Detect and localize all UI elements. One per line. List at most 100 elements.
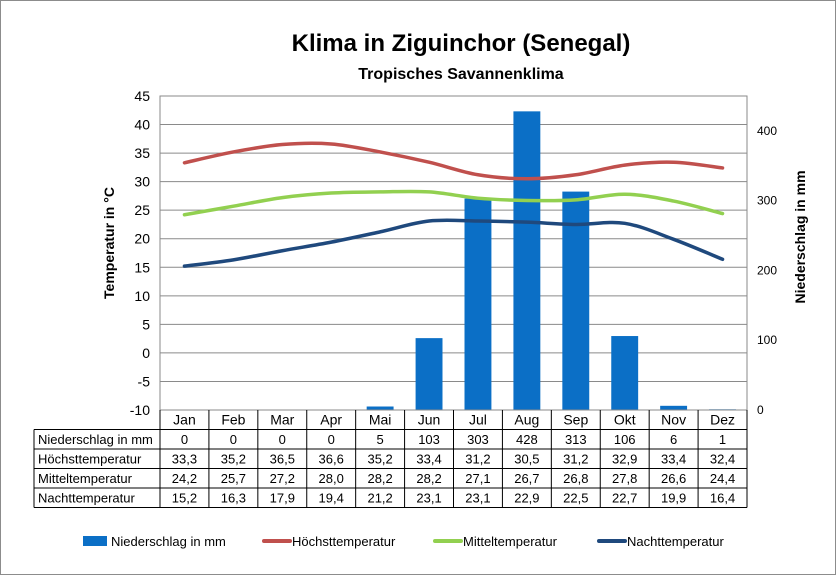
data-label: 26,8 (563, 471, 588, 486)
data-label: 24,2 (172, 471, 197, 486)
precipitation-bars (366, 111, 736, 411)
data-label: 27,1 (465, 471, 490, 486)
data-label: 22,7 (612, 491, 637, 506)
precipitation-bar (513, 111, 541, 411)
gridlines (160, 95, 747, 411)
data-label: 26,6 (661, 471, 686, 486)
x-tick-label: Okt (614, 412, 636, 428)
data-label: 28,2 (367, 471, 392, 486)
x-tick-label: Dez (710, 412, 735, 428)
data-table: Jan Feb Mar Apr Mai Jun Jul Aug Sep Okt Nov Dez Nied… (33, 410, 748, 508)
legend-entry: Nachttemperatur (627, 534, 724, 549)
data-label: 303 (467, 432, 489, 447)
x-tick-label: Jan (173, 412, 196, 428)
legend-entry: Höchsttemperatur (292, 534, 396, 549)
data-label: 15,2 (172, 491, 197, 506)
data-label: 6 (670, 432, 677, 447)
data-label: 103 (418, 432, 440, 447)
data-label: 428 (516, 432, 538, 447)
y-tick-label-right: 200 (757, 263, 777, 277)
plot-area-border (159, 95, 748, 411)
data-label: 28,0 (319, 471, 344, 486)
data-label: 23,1 (465, 491, 490, 506)
data-label: 5 (377, 432, 384, 447)
x-tick-label: Jun (418, 412, 441, 428)
table-row-label: Niederschlag in mm (38, 432, 153, 447)
data-label: 25,7 (221, 471, 246, 486)
y-tick-label-left: -10 (130, 402, 150, 418)
data-label: 33,4 (661, 452, 686, 467)
x-tick-label: Feb (221, 412, 245, 428)
precipitation-bar (611, 336, 639, 410)
precipitation-bar (660, 405, 688, 410)
data-label: 0 (328, 432, 335, 447)
data-label: 17,9 (270, 491, 295, 506)
x-tick-label: Mar (270, 412, 294, 428)
data-label: 27,8 (612, 471, 637, 486)
series-line (182, 141, 725, 181)
y-tick-label-left: 20 (134, 231, 150, 247)
data-label: 28,2 (416, 471, 441, 486)
data-label: 19,9 (661, 491, 686, 506)
y-tick-label-left: 0 (142, 345, 150, 361)
data-label: 23,1 (416, 491, 441, 506)
data-label: 0 (181, 432, 188, 447)
y-tick-label-left: 10 (134, 288, 150, 304)
data-label: 0 (230, 432, 237, 447)
y-tick-label-left: 40 (134, 117, 150, 133)
data-label: 35,2 (367, 452, 392, 467)
data-label: 22,9 (514, 491, 539, 506)
y-axis-left-label: Temperatur in °C (101, 187, 117, 299)
y-tick-label-left: -5 (138, 373, 151, 389)
data-label: 22,5 (563, 491, 588, 506)
data-label: 313 (565, 432, 587, 447)
precipitation-bar (366, 406, 394, 410)
data-label: 16,4 (710, 491, 735, 506)
legend-entry: Mitteltemperatur (463, 534, 558, 549)
axes: -10 -5 0 5 10 15 20 25 30 35 40 45 0 100 200 300 400 (130, 88, 778, 418)
x-tick-label: Sep (563, 412, 588, 428)
x-tick-label: Nov (661, 412, 686, 428)
precipitation-bar (464, 198, 492, 410)
data-label: 27,2 (270, 471, 295, 486)
x-tick-label: Mai (369, 412, 392, 428)
series-line (182, 218, 725, 268)
data-label: 1 (719, 432, 726, 447)
data-label: 26,7 (514, 471, 539, 486)
y-tick-label-right: 0 (757, 403, 764, 417)
x-tick-label: Aug (514, 412, 539, 428)
legend-swatch (83, 536, 107, 546)
legend-entry: Niederschlag in mm (111, 534, 226, 549)
data-label: 36,6 (319, 452, 344, 467)
data-label: 32,9 (612, 452, 637, 467)
y-tick-label-left: 5 (142, 316, 150, 332)
y-tick-label-left: 45 (134, 88, 150, 104)
temperature-lines (182, 141, 725, 268)
y-tick-label-left: 35 (134, 145, 150, 161)
y-tick-label-right: 400 (757, 124, 777, 138)
table-row-label: Höchsttemperatur (38, 452, 142, 467)
x-tick-label: Jul (469, 412, 487, 428)
y-tick-label-left: 25 (134, 202, 150, 218)
y-tick-label-left: 15 (134, 259, 150, 275)
legend: Niederschlag in mm Höchsttemperatur Mittel… (83, 534, 724, 549)
data-label: 19,4 (319, 491, 344, 506)
data-label: 30,5 (514, 452, 539, 467)
series-line (182, 189, 725, 217)
precipitation-bar (562, 191, 590, 410)
chart-subtitle: Tropisches Savannenklima (358, 66, 564, 83)
table-row-label: Nachttemperatur (38, 491, 135, 506)
table-row-label: Mitteltemperatur (38, 471, 133, 486)
data-label: 31,2 (465, 452, 490, 467)
data-label: 32,4 (710, 452, 735, 467)
y-axis-right-label: Niederschlag in mm (792, 170, 808, 303)
data-label: 33,4 (416, 452, 441, 467)
data-label: 0 (279, 432, 286, 447)
chart-title: Klima in Ziguinchor (Senegal) (292, 30, 631, 57)
data-label: 21,2 (367, 491, 392, 506)
y-tick-label-left: 30 (134, 174, 150, 190)
precipitation-bar (415, 338, 443, 410)
data-label: 31,2 (563, 452, 588, 467)
